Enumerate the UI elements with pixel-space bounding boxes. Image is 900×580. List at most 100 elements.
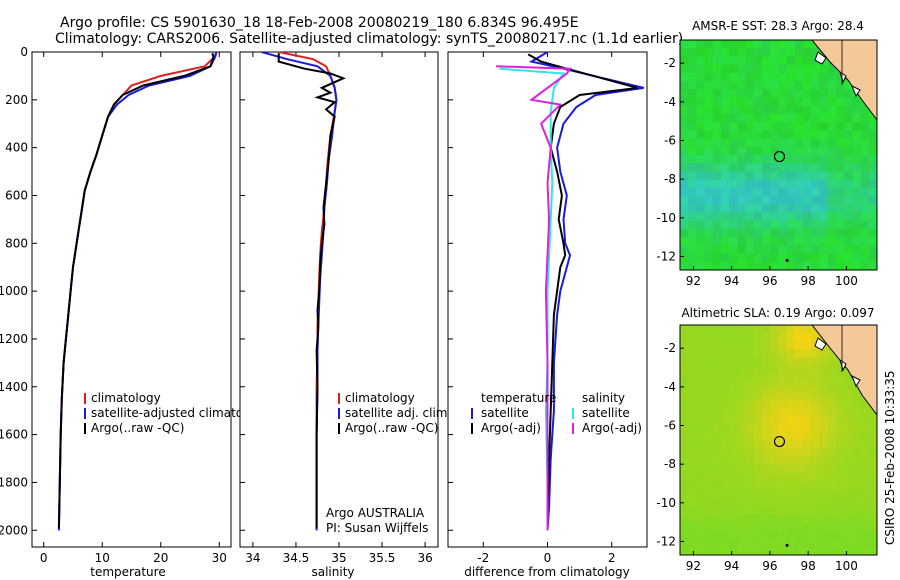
map-cell xyxy=(712,325,722,334)
map-cell xyxy=(844,196,853,205)
map-cell xyxy=(868,237,877,246)
map-x-tick-label: 92 xyxy=(686,559,701,573)
map-cell xyxy=(737,497,747,507)
map-cell xyxy=(729,146,739,156)
map-cell xyxy=(745,366,755,375)
map-cell xyxy=(860,464,870,474)
map-cell xyxy=(688,196,697,205)
map-cell xyxy=(680,122,689,131)
map-cell xyxy=(803,253,812,263)
sla-map-frame xyxy=(679,324,878,556)
map-cell xyxy=(786,163,796,172)
map-cell xyxy=(770,489,780,499)
map-cell xyxy=(794,113,804,123)
map-cell xyxy=(852,513,862,523)
map-cell xyxy=(868,196,877,205)
map-cell xyxy=(737,179,747,189)
map-cell xyxy=(836,448,845,457)
map-cell xyxy=(827,522,837,531)
map-cell xyxy=(762,464,771,474)
map-cell xyxy=(770,349,780,359)
map-cell xyxy=(762,398,771,408)
map-cell xyxy=(836,204,845,214)
map-cell xyxy=(852,138,862,148)
map-cell xyxy=(794,130,804,140)
map-cell xyxy=(704,505,714,515)
map-cell xyxy=(811,155,821,164)
map-cell xyxy=(737,97,747,107)
map-cell xyxy=(745,349,755,359)
map-cell xyxy=(827,374,837,384)
map-cell xyxy=(827,530,837,540)
map-cell xyxy=(836,155,845,164)
map-cell xyxy=(721,522,730,531)
map-cell xyxy=(827,220,837,230)
map-cell xyxy=(811,81,821,90)
map-cell xyxy=(852,481,862,490)
map-cell xyxy=(786,423,796,433)
map-cell xyxy=(827,382,837,392)
map-cell xyxy=(721,349,730,359)
map-cell xyxy=(860,113,870,123)
map-cell xyxy=(745,40,755,49)
map-cell xyxy=(721,333,730,342)
map-cell xyxy=(745,440,755,449)
map-cell xyxy=(729,472,739,482)
map-cell xyxy=(745,505,755,515)
map-cell xyxy=(712,382,722,392)
map-cell xyxy=(811,163,821,172)
map-cell xyxy=(868,489,877,499)
map-cell xyxy=(778,423,788,433)
map-cell xyxy=(688,431,697,441)
map-cell xyxy=(737,220,747,230)
map-cell xyxy=(762,179,771,189)
map-cell xyxy=(762,333,771,342)
map-cell xyxy=(729,179,739,189)
map-cell xyxy=(844,163,853,172)
map-cell xyxy=(794,163,804,172)
map-cell xyxy=(696,97,706,107)
map-cell xyxy=(836,130,845,140)
map-cell xyxy=(778,448,788,457)
map-cell xyxy=(753,489,763,499)
map-cell xyxy=(704,122,714,131)
map-cell xyxy=(729,212,739,222)
map-cell xyxy=(827,72,837,82)
map-cell xyxy=(794,366,804,375)
map-x-tick-label: 96 xyxy=(762,274,777,288)
map-cell xyxy=(688,171,697,181)
map-cell xyxy=(737,212,747,222)
map-cell xyxy=(688,228,697,238)
map-cell xyxy=(704,472,714,482)
map-cell xyxy=(762,538,771,548)
map-cell xyxy=(704,204,714,214)
map-cell xyxy=(811,220,821,230)
map-cell xyxy=(737,341,747,351)
map-cell xyxy=(745,81,755,90)
map-cell xyxy=(770,505,780,515)
map-cell xyxy=(712,212,722,222)
map-cell xyxy=(786,146,796,156)
map-cell xyxy=(778,72,788,82)
map-cell xyxy=(762,220,771,230)
map-cell xyxy=(819,212,829,222)
map-cell xyxy=(753,407,763,416)
map-cell xyxy=(696,89,706,99)
map-cell xyxy=(794,349,804,359)
map-cell xyxy=(844,228,853,238)
map-cell xyxy=(696,155,706,164)
map-cell xyxy=(762,505,771,515)
map-cell xyxy=(827,122,837,131)
map-cell xyxy=(688,56,697,66)
map-cell xyxy=(712,398,722,408)
map-cell xyxy=(770,481,780,490)
map-cell xyxy=(819,374,829,384)
map-cell xyxy=(721,398,730,408)
map-cell xyxy=(762,245,771,255)
map-cell xyxy=(721,423,730,433)
sst-island-1 xyxy=(814,51,827,65)
map-cell xyxy=(827,204,837,214)
map-cell xyxy=(712,97,722,107)
map-cell xyxy=(827,146,837,156)
map-cell xyxy=(803,431,812,441)
